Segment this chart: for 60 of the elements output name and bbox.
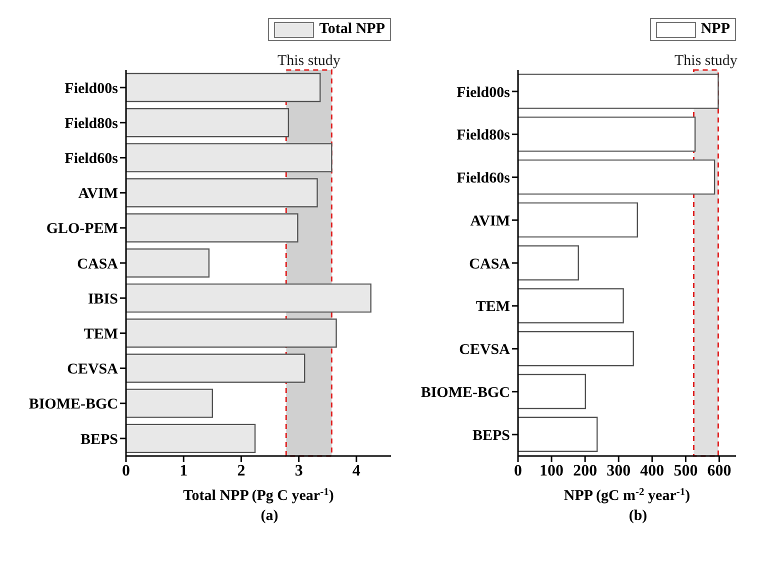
bar bbox=[518, 331, 634, 366]
y-tick-label: BIOME-BGC bbox=[420, 384, 510, 401]
x-tick-label: 500 bbox=[674, 462, 698, 480]
bar bbox=[126, 354, 306, 383]
x-tick-label: 200 bbox=[573, 462, 598, 480]
y-tick-label: Field80s bbox=[456, 128, 510, 144]
bar bbox=[126, 213, 298, 242]
bar bbox=[518, 202, 638, 238]
bar bbox=[518, 74, 719, 109]
y-tick-label: Field60s bbox=[456, 170, 510, 187]
y-tick-label: Field00s bbox=[456, 84, 510, 101]
x-tick-label: 3 bbox=[294, 462, 303, 480]
x-tick-label: 300 bbox=[606, 462, 631, 480]
bar bbox=[126, 108, 290, 138]
x-tick-label: 100 bbox=[540, 462, 564, 480]
x-tick-label: 4 bbox=[352, 462, 360, 480]
x-tick-label: 0 bbox=[122, 462, 130, 480]
x-tick-label: 0 bbox=[514, 462, 522, 480]
bar bbox=[518, 374, 586, 410]
y-tick-label: Field80s bbox=[64, 116, 118, 132]
y-tick-label: AVIM bbox=[470, 213, 510, 230]
y-tick-label: CASA bbox=[469, 256, 510, 272]
y-tick-label: CASA bbox=[77, 256, 118, 272]
bar bbox=[518, 159, 716, 195]
text: NPP bbox=[700, 21, 730, 38]
y-tick-label: GLO-PEM bbox=[46, 221, 118, 238]
y-tick-label: IBIS bbox=[88, 291, 118, 308]
y-tick-label: TEM bbox=[84, 326, 118, 343]
bar bbox=[518, 288, 624, 324]
bar bbox=[126, 143, 332, 172]
x-tick-label: 1 bbox=[180, 462, 188, 480]
bar bbox=[126, 248, 210, 278]
bar bbox=[126, 72, 321, 102]
text: (a) bbox=[260, 508, 280, 525]
bar bbox=[518, 245, 579, 280]
y-tick-label: CEVSA bbox=[67, 362, 118, 378]
bar bbox=[126, 424, 256, 454]
x-tick-label: 400 bbox=[640, 462, 664, 480]
bar bbox=[518, 116, 696, 152]
x-tick-label: 600 bbox=[707, 462, 732, 480]
x-tick-label: 2 bbox=[237, 462, 246, 480]
y-tick-label: BEPS bbox=[80, 432, 118, 448]
x-axis-title: NPP (gC m$^{-2}$ year$^{-1}$) bbox=[564, 486, 690, 504]
y-tick-label: Field60s bbox=[64, 151, 118, 168]
y-tick-label: TEM bbox=[476, 299, 510, 316]
text: (b) bbox=[628, 508, 648, 525]
y-tick-label: BIOME-BGC bbox=[28, 396, 118, 413]
y-tick-label: CEVSA bbox=[459, 342, 510, 358]
band-label: This study bbox=[674, 53, 738, 69]
y-tick-label: Field00s bbox=[64, 80, 118, 97]
bar bbox=[126, 283, 372, 313]
y-tick-label: BEPS bbox=[472, 428, 510, 444]
y-tick-label: AVIM bbox=[78, 186, 118, 202]
bar bbox=[126, 178, 318, 208]
text: Total NPP bbox=[319, 21, 385, 38]
bar bbox=[126, 318, 337, 348]
band-label: This study bbox=[277, 53, 341, 69]
x-axis-title: Total NPP (Pg C year$^{-1}$) bbox=[183, 486, 334, 504]
bar bbox=[126, 388, 214, 418]
bar bbox=[518, 416, 598, 452]
